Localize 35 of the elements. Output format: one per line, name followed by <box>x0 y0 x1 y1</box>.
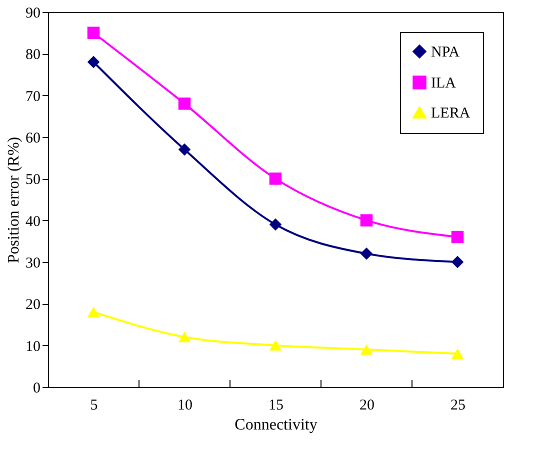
point <box>360 248 373 260</box>
y-axis-title: Position error (R%) <box>6 136 22 264</box>
x-tick-label: 5 <box>90 398 98 414</box>
y-tick-label: 50 <box>26 172 40 188</box>
point <box>269 218 282 231</box>
y-tick-label: 10 <box>26 338 40 355</box>
point <box>269 340 282 351</box>
point <box>451 230 464 244</box>
point <box>360 214 373 226</box>
x-tick-label: 10 <box>178 398 192 414</box>
point <box>87 306 100 318</box>
point <box>451 256 464 268</box>
point <box>451 348 464 359</box>
x-tick-label: 25 <box>450 398 466 414</box>
point <box>178 98 191 110</box>
legend-label: NPA <box>431 44 460 60</box>
x-tick-label: 20 <box>360 398 374 414</box>
legend-label: ILA <box>431 76 456 92</box>
point <box>178 332 191 342</box>
y-tick-label: 20 <box>26 297 40 314</box>
x-tick-label: 15 <box>268 398 284 414</box>
point <box>87 26 100 39</box>
y-tick-label: 40 <box>26 214 40 230</box>
legend-label: LERA <box>431 106 470 122</box>
point <box>178 143 191 156</box>
x-axis-title: Connectivity <box>234 416 318 434</box>
point <box>360 344 373 355</box>
y-tick-label: 30 <box>26 256 40 272</box>
point <box>269 172 282 185</box>
y-tick-label: 90 <box>26 6 40 22</box>
y-tick-label: 60 <box>26 130 40 146</box>
point <box>87 56 100 68</box>
y-tick-label: 0 <box>33 380 40 396</box>
y-tick-label: 70 <box>26 88 40 105</box>
y-tick-label: 80 <box>26 47 40 64</box>
